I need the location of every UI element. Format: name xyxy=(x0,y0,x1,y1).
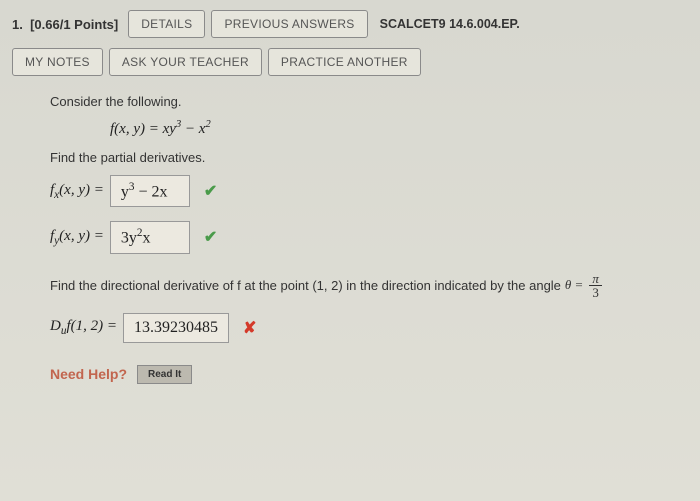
fy-label: fy(x, y) = xyxy=(50,228,104,247)
need-help-row: Need Help? Read It xyxy=(50,365,650,384)
details-button[interactable]: DETAILS xyxy=(128,10,205,38)
read-it-button[interactable]: Read It xyxy=(137,365,192,384)
question-number: 1. [0.66/1 Points] xyxy=(12,17,118,32)
fx-label: fx(x, y) = xyxy=(50,182,104,201)
source-label: SCALCET9 14.6.004.EP. xyxy=(380,17,520,31)
problem-content: Consider the following. f(x, y) = xy3 − … xyxy=(0,84,700,384)
du-answer-box[interactable]: 13.39230485 xyxy=(123,313,229,343)
ask-teacher-button[interactable]: ASK YOUR TEACHER xyxy=(109,48,262,76)
theta-symbol: θ = xyxy=(565,277,583,293)
du-label: Duf(1, 2) = xyxy=(50,318,117,337)
practice-another-button[interactable]: PRACTICE ANOTHER xyxy=(268,48,421,76)
check-icon: ✔ xyxy=(204,181,217,201)
fy-answer-box[interactable]: 3y2x xyxy=(110,221,190,253)
subheader-row: MY NOTES ASK YOUR TEACHER PRACTICE ANOTH… xyxy=(0,44,700,84)
my-notes-button[interactable]: MY NOTES xyxy=(12,48,103,76)
function-definition: f(x, y) = xy3 − x2 xyxy=(110,119,650,138)
fx-answer-box[interactable]: y3 − 2x xyxy=(110,175,190,207)
directional-derivative-prompt: Find the directional derivative of f at … xyxy=(50,272,650,299)
need-help-label: Need Help? xyxy=(50,366,127,382)
header-row: 1. [0.66/1 Points] DETAILS PREVIOUS ANSW… xyxy=(0,0,700,44)
intro-text: Consider the following. xyxy=(50,94,650,109)
fy-row: fy(x, y) = 3y2x ✔ xyxy=(50,221,650,253)
previous-answers-button[interactable]: PREVIOUS ANSWERS xyxy=(211,10,367,38)
fx-row: fx(x, y) = y3 − 2x ✔ xyxy=(50,175,650,207)
du-row: Duf(1, 2) = 13.39230485 ✘ xyxy=(50,313,650,343)
angle-fraction: π 3 xyxy=(589,272,602,299)
check-icon: ✔ xyxy=(204,227,217,247)
x-icon: ✘ xyxy=(243,318,256,338)
find-partials-text: Find the partial derivatives. xyxy=(50,150,650,165)
